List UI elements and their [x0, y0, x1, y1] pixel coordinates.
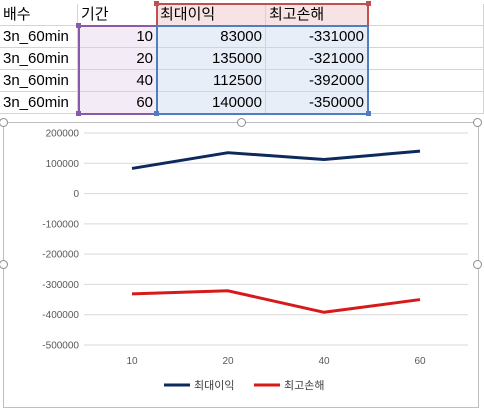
- y-tick-label: -100000: [42, 219, 79, 230]
- range-resize-handle[interactable]: [76, 23, 81, 28]
- y-tick-label: 100000: [46, 159, 80, 170]
- table-cell-period[interactable]: 60: [78, 92, 157, 114]
- chart-resize-handle[interactable]: [237, 118, 246, 127]
- table-cell-multiplier[interactable]: 3n_60min: [0, 26, 78, 48]
- x-axis-ticks: 10 20 40 60: [126, 356, 426, 367]
- x-tick-label: 20: [222, 356, 234, 367]
- range-resize-handle[interactable]: [154, 1, 159, 6]
- empty-cell[interactable]: [368, 92, 484, 114]
- table-cell-multiplier[interactable]: 3n_60min: [0, 48, 78, 70]
- table-cell-max-loss[interactable]: -392000: [266, 70, 368, 92]
- y-tick-label: -500000: [42, 341, 79, 352]
- series-line-max-loss[interactable]: [131, 289, 421, 314]
- legend-label-max-profit: 최대이익: [194, 379, 234, 392]
- range-resize-handle[interactable]: [366, 1, 371, 6]
- table-cell-max-loss[interactable]: -321000: [266, 48, 368, 70]
- x-tick-label: 40: [318, 356, 330, 367]
- series-line-max-profit[interactable]: [131, 149, 421, 170]
- table-cell-max-profit[interactable]: 83000: [157, 26, 266, 48]
- y-tick-label: -200000: [42, 250, 79, 261]
- table-cell-multiplier[interactable]: 3n_60min: [0, 92, 78, 114]
- y-tick-label: 200000: [46, 129, 80, 140]
- empty-cell[interactable]: [368, 48, 484, 70]
- x-tick-label: 10: [126, 356, 138, 367]
- table-cell-max-loss[interactable]: -350000: [266, 92, 368, 114]
- table-cell-max-profit[interactable]: 140000: [157, 92, 266, 114]
- header-cell-max-loss[interactable]: 최고손해: [266, 4, 368, 26]
- spreadsheet-grid: 배수 기간 최대이익 최고손해 3n_60min 10 83000 -33100…: [0, 0, 484, 120]
- range-resize-handle[interactable]: [366, 111, 371, 116]
- table-cell-period[interactable]: 10: [78, 26, 157, 48]
- empty-cell[interactable]: [368, 26, 484, 48]
- table-cell-max-loss[interactable]: -331000: [266, 26, 368, 48]
- table-cell-multiplier[interactable]: 3n_60min: [0, 70, 78, 92]
- x-tick-label: 60: [414, 356, 426, 367]
- legend-label-max-loss: 최고손해: [284, 378, 324, 392]
- chart-resize-handle[interactable]: [0, 260, 8, 269]
- chart-series: [131, 149, 421, 314]
- chart-gridlines: [84, 132, 468, 346]
- chart-resize-handle[interactable]: [473, 118, 482, 127]
- table-cell-period[interactable]: 40: [78, 70, 157, 92]
- line-chart[interactable]: 200000 100000 0 -100000 -200000 -300000 …: [0, 118, 482, 408]
- chart-resize-handle[interactable]: [0, 118, 8, 127]
- empty-cell[interactable]: [368, 70, 484, 92]
- y-tick-label: -400000: [42, 310, 79, 321]
- header-cell-max-profit[interactable]: 최대이익: [157, 4, 266, 26]
- y-tick-label: -300000: [42, 280, 79, 291]
- table-cell-period[interactable]: 20: [78, 48, 157, 70]
- empty-cell[interactable]: [368, 4, 484, 26]
- y-axis-ticks: 200000 100000 0 -100000 -200000 -300000 …: [42, 129, 79, 352]
- header-cell-period[interactable]: 기간: [78, 4, 157, 26]
- chart-plot: 200000 100000 0 -100000 -200000 -300000 …: [42, 129, 468, 392]
- range-resize-handle[interactable]: [154, 111, 159, 116]
- table-cell-max-profit[interactable]: 135000: [157, 48, 266, 70]
- y-tick-label: 0: [73, 189, 79, 200]
- table-cell-max-profit[interactable]: 112500: [157, 70, 266, 92]
- chart-resize-handle[interactable]: [473, 260, 482, 269]
- range-resize-handle[interactable]: [76, 111, 81, 116]
- chart-legend[interactable]: 최대이익 최고손해: [164, 378, 324, 392]
- header-cell-multiplier[interactable]: 배수: [0, 4, 78, 26]
